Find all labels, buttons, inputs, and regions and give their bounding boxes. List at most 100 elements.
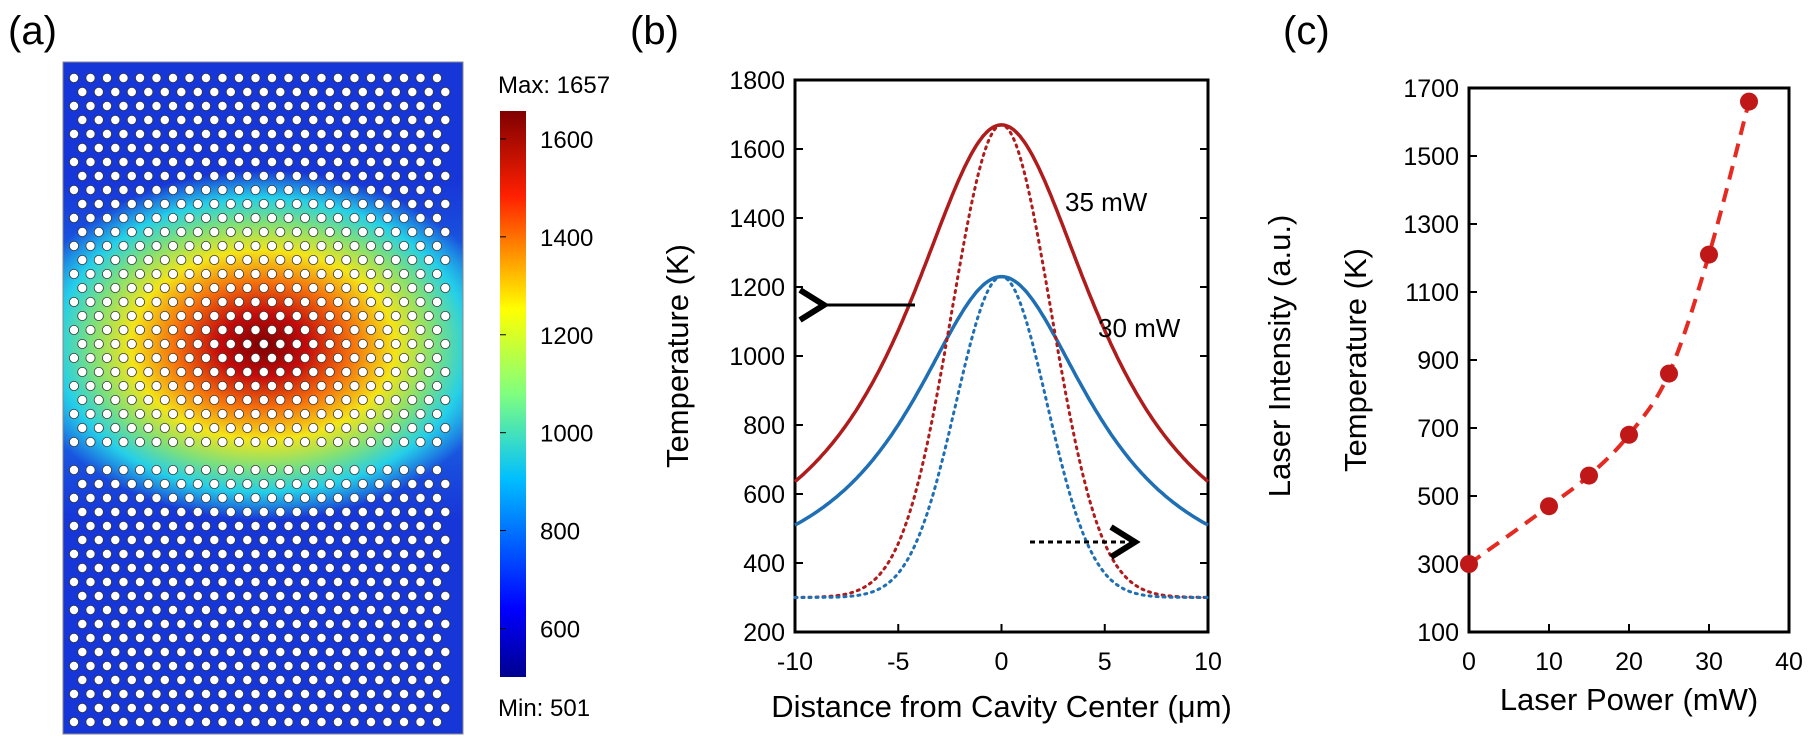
lattice-hole	[291, 506, 302, 517]
lattice-hole	[332, 352, 343, 363]
lattice-hole	[341, 338, 352, 349]
lattice-hole	[102, 436, 113, 447]
lattice-hole	[167, 268, 178, 279]
lattice-hole	[118, 464, 129, 475]
lattice-hole	[431, 128, 442, 139]
lattice-hole	[250, 380, 261, 391]
lattice-hole	[423, 591, 434, 602]
lattice-hole	[217, 436, 228, 447]
lattice-hole	[118, 324, 129, 335]
lattice-hole	[407, 703, 418, 714]
lattice-hole	[283, 240, 294, 251]
lattice-hole	[374, 703, 385, 714]
lattice-hole	[233, 717, 244, 728]
lattice-hole	[357, 115, 368, 126]
lattice-hole	[176, 422, 187, 433]
lattice-hole	[324, 535, 335, 546]
lattice-hole	[217, 156, 228, 167]
lattice-hole	[184, 464, 195, 475]
lattice-hole	[291, 563, 302, 574]
lattice-hole	[209, 478, 220, 489]
lattice-hole	[258, 478, 269, 489]
lattice-hole	[233, 436, 244, 447]
lattice-hole	[151, 689, 162, 700]
lattice-hole	[332, 324, 343, 335]
lattice-hole	[332, 184, 343, 195]
lattice-hole	[233, 184, 244, 195]
lattice-hole	[415, 605, 426, 616]
lattice-hole	[357, 506, 368, 517]
lattice-hole	[134, 464, 145, 475]
lattice-hole	[159, 226, 170, 237]
legend-30mw: 30 mW	[1098, 313, 1181, 343]
lattice-hole	[250, 492, 261, 503]
lattice-hole	[209, 619, 220, 630]
lattice-hole	[299, 492, 310, 503]
lattice-hole	[382, 240, 393, 251]
lattice-hole	[283, 101, 294, 112]
lattice-hole	[110, 282, 121, 293]
lattice-hole	[341, 647, 352, 658]
lattice-hole	[299, 464, 310, 475]
lattice-hole	[316, 324, 327, 335]
lattice-hole	[167, 661, 178, 672]
lattice-hole	[308, 310, 319, 321]
lattice-hole	[217, 324, 228, 335]
lattice-hole	[134, 128, 145, 139]
lattice-hole	[299, 577, 310, 588]
lattice-hole	[283, 268, 294, 279]
lattice-hole	[365, 324, 376, 335]
lattice-hole	[151, 577, 162, 588]
lattice-hole	[69, 184, 80, 195]
lattice-hole	[349, 605, 360, 616]
lattice-hole	[85, 101, 96, 112]
lattice-hole	[85, 324, 96, 335]
lattice-hole	[110, 87, 121, 98]
lattice-hole	[316, 352, 327, 363]
lattice-hole	[85, 73, 96, 84]
lattice-hole	[266, 128, 277, 139]
lattice-hole	[382, 156, 393, 167]
lattice-hole	[93, 366, 104, 377]
lattice-hole	[134, 689, 145, 700]
lattice-hole	[192, 535, 203, 546]
lattice-hole	[349, 268, 360, 279]
lattice-hole	[159, 563, 170, 574]
lattice-hole	[143, 535, 154, 546]
y-tick-label: 1000	[729, 343, 785, 371]
lattice-hole	[374, 563, 385, 574]
lattice-hole	[126, 338, 137, 349]
lattice-hole	[258, 619, 269, 630]
lattice-hole	[341, 422, 352, 433]
lattice-hole	[440, 563, 451, 574]
lattice-hole	[398, 464, 409, 475]
lattice-hole	[126, 647, 137, 658]
lattice-hole	[93, 506, 104, 517]
lattice-hole	[398, 689, 409, 700]
lattice-hole	[365, 436, 376, 447]
lattice-hole	[167, 436, 178, 447]
lattice-hole	[242, 591, 253, 602]
lattice-hole	[398, 156, 409, 167]
lattice-hole	[225, 198, 236, 209]
x-tick-label: -10	[777, 648, 813, 676]
lattice-hole	[423, 647, 434, 658]
lattice-hole	[93, 170, 104, 181]
lattice-hole	[225, 394, 236, 405]
lattice-hole	[209, 506, 220, 517]
lattice-hole	[143, 506, 154, 517]
y-tick-label: 600	[743, 481, 785, 509]
lattice-hole	[85, 689, 96, 700]
lattice-hole	[308, 619, 319, 630]
lattice-hole	[308, 198, 319, 209]
lattice-hole	[423, 422, 434, 433]
lattice-hole	[143, 591, 154, 602]
lattice-hole	[225, 310, 236, 321]
lattice-hole	[365, 717, 376, 728]
lattice-hole	[431, 436, 442, 447]
lattice-hole	[69, 605, 80, 616]
lattice-hole	[118, 408, 129, 419]
lattice-hole	[341, 478, 352, 489]
lattice-hole	[85, 464, 96, 475]
lattice-hole	[275, 282, 286, 293]
